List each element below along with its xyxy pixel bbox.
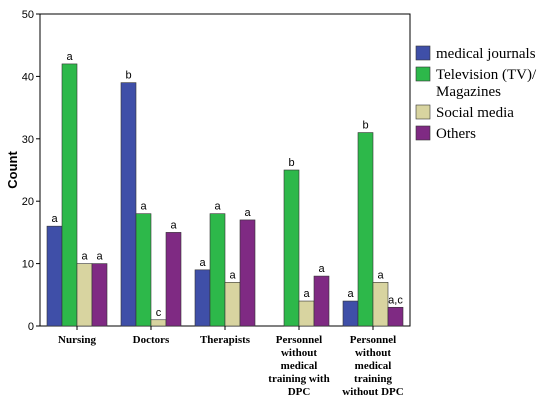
x-tick-label: Nursing — [58, 334, 96, 346]
data-label: b — [288, 157, 294, 169]
legend-label: Magazines — [436, 84, 501, 100]
data-label: a — [199, 257, 206, 269]
bar — [91, 263, 108, 327]
data-label: b — [125, 70, 131, 82]
x-tick-label: Therapists — [200, 334, 251, 346]
x-tick-label: medical — [281, 360, 318, 372]
bar — [313, 275, 330, 327]
data-label: a — [81, 251, 88, 263]
data-label: a — [140, 201, 147, 213]
bar — [46, 225, 63, 327]
legend-swatch — [415, 125, 431, 141]
bar — [61, 63, 78, 327]
x-tick-label: medical — [355, 360, 392, 372]
legend-label: Social media — [436, 105, 514, 121]
bar — [120, 82, 137, 327]
bars — [46, 63, 404, 327]
bar — [224, 282, 241, 327]
y-tick-label: 20 — [22, 196, 34, 208]
data-label: a — [229, 269, 236, 281]
x-tick-label: DPC — [288, 386, 311, 398]
data-label: a — [244, 207, 251, 219]
y-tick-label: 40 — [22, 71, 34, 83]
bar — [387, 306, 404, 327]
data-label: a — [303, 288, 310, 300]
data-label: a,c — [388, 294, 403, 306]
data-label: a — [214, 201, 221, 213]
bar — [209, 213, 226, 327]
y-axis-label: Count — [5, 151, 20, 189]
bar — [372, 282, 389, 327]
bar — [342, 300, 359, 327]
bar — [165, 232, 182, 327]
data-label: b — [362, 120, 368, 132]
x-tick-label: Doctors — [133, 334, 170, 346]
y-tick-label: 0 — [28, 321, 34, 333]
data-label: a — [96, 251, 103, 263]
x-tick-label: without — [281, 347, 317, 359]
x-tick-label: training — [354, 373, 392, 385]
legend-label: Others — [436, 126, 476, 142]
bar — [150, 319, 167, 327]
y-axis: 0 10 20 30 40 50 — [22, 9, 40, 333]
y-tick-label: 10 — [22, 259, 34, 271]
x-tick-label: without — [355, 347, 391, 359]
legend-swatch — [415, 104, 431, 120]
data-label: a — [318, 263, 325, 275]
legend-label: medical journals — [436, 46, 536, 62]
x-tick-label: Personnel — [350, 334, 396, 346]
legend-label: Television (TV)/ — [436, 67, 537, 83]
y-tick-label: 30 — [22, 134, 34, 146]
x-tick-label: training with — [268, 373, 329, 385]
data-label: a — [51, 213, 58, 225]
data-label: a — [170, 219, 177, 231]
bar — [298, 300, 315, 327]
data-label: a — [347, 288, 354, 300]
data-label: a — [377, 269, 384, 281]
x-axis: Nursing Doctors Therapists Personnelwithout… — [58, 326, 404, 398]
bar — [239, 219, 256, 327]
legend-swatch — [415, 45, 431, 61]
legend-swatch — [415, 66, 431, 82]
x-tick-label: without DPC — [342, 386, 403, 398]
bar — [283, 169, 300, 327]
legend: medical journals Television (TV)/Magazine… — [415, 45, 537, 142]
bar — [135, 213, 152, 327]
bar — [194, 269, 211, 327]
bar — [357, 132, 374, 327]
data-label: a — [66, 51, 73, 63]
data-label: c — [156, 307, 162, 319]
y-tick-label: 50 — [22, 9, 34, 21]
bar — [76, 263, 93, 327]
x-tick-label: Personnel — [276, 334, 322, 346]
